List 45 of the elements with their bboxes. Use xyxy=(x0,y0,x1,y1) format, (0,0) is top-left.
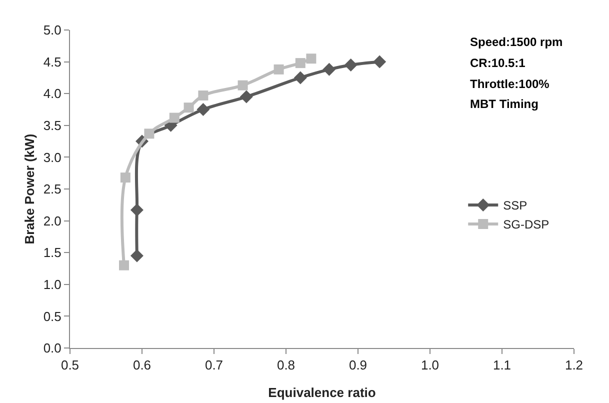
y-tick-label: 0.5 xyxy=(43,308,62,324)
point xyxy=(130,203,144,216)
point xyxy=(120,172,130,183)
point xyxy=(322,62,336,76)
y-tick-label: 3.5 xyxy=(43,118,62,133)
annotation: MBT Timing xyxy=(470,97,538,111)
point xyxy=(306,54,316,64)
x-tick-label: 1.1 xyxy=(492,358,512,373)
legend-label: SG-DSP xyxy=(503,218,550,232)
annotation: Throttle:100% xyxy=(470,77,550,91)
point xyxy=(144,128,154,139)
annotation: CR:10.5:1 xyxy=(470,56,526,70)
point xyxy=(294,71,307,84)
point xyxy=(274,64,284,74)
x-tick-label: 0.8 xyxy=(276,358,296,373)
y-tick-label: 1.0 xyxy=(43,276,62,292)
point xyxy=(240,90,253,104)
y-tick-label: 3.0 xyxy=(43,150,62,165)
point xyxy=(169,112,180,123)
point xyxy=(344,58,358,72)
y-tick-label: 5.0 xyxy=(43,22,62,38)
y-tick-label: 1.5 xyxy=(43,245,62,260)
y-tick-label: 4.5 xyxy=(43,54,62,70)
point xyxy=(184,102,194,113)
y-tick-label: 2.5 xyxy=(43,182,62,197)
y-tick-label: 2.0 xyxy=(43,213,62,228)
point xyxy=(295,58,306,68)
point xyxy=(119,260,129,270)
y-tick-label: 0.0 xyxy=(43,340,62,356)
point xyxy=(130,249,144,262)
point xyxy=(196,103,210,116)
point xyxy=(198,90,208,101)
y-tick-label: 4.0 xyxy=(43,86,62,102)
annotation: Speed:1500 rpm xyxy=(470,35,563,49)
x-tick-label: 0.9 xyxy=(348,358,368,373)
x-tick-label: 1.0 xyxy=(420,358,440,373)
point xyxy=(373,55,386,68)
y-axis-title: Brake Power (kW) xyxy=(22,134,37,244)
point xyxy=(238,80,248,90)
x-tick-label: 0.7 xyxy=(204,358,224,373)
x-axis-title: Equivalence ratio xyxy=(268,385,376,400)
legend-label: SSP xyxy=(503,198,528,213)
x-tick-label: 0.6 xyxy=(132,358,152,373)
x-tick-label: 1.2 xyxy=(564,358,584,373)
x-tick-label: 0.5 xyxy=(60,358,80,373)
